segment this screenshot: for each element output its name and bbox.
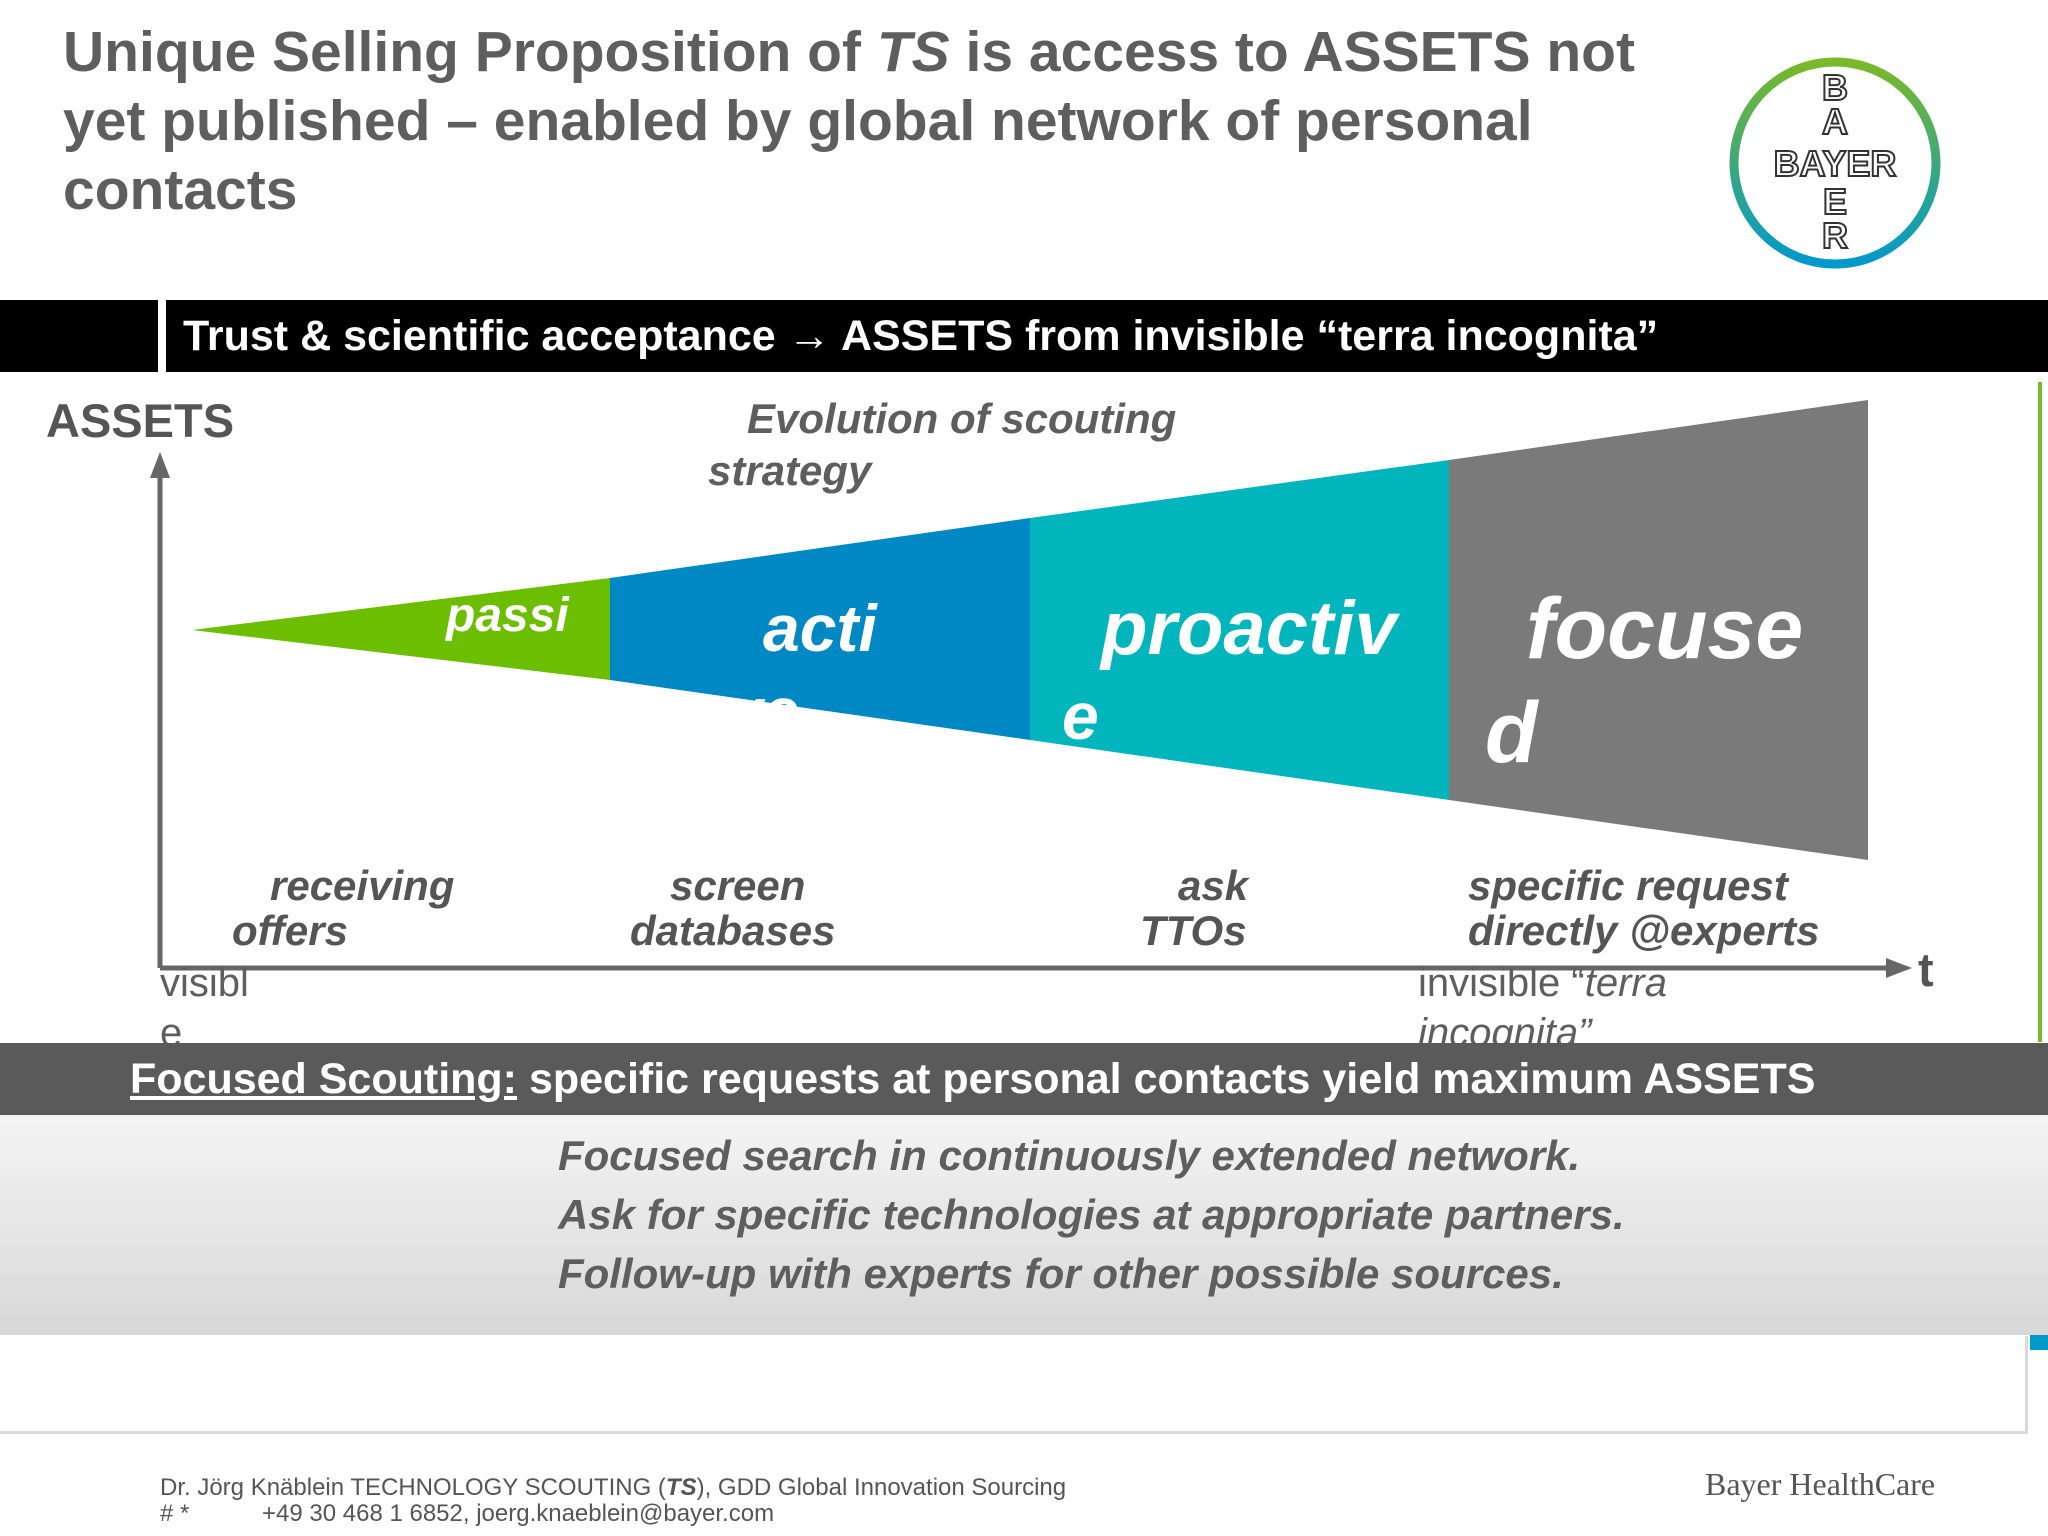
bottom-frame-line	[0, 1431, 2028, 1434]
stage-active-shape	[610, 518, 1030, 740]
stage-focused-label-line-2: d	[1485, 685, 1538, 781]
bullet-3: Follow-up with experts for other possibl…	[558, 1250, 1564, 1297]
activity-proactive-line-2: TTOs	[1140, 907, 1247, 954]
right-edge-blue-mark	[2030, 1334, 2048, 1350]
y-axis-arrowhead	[150, 452, 170, 478]
activity-focused-line-1: specific request	[1468, 862, 1788, 909]
logo-letter-r: R	[1822, 215, 1848, 256]
title-part-1: Unique Selling Proposition of	[63, 20, 877, 84]
header-band-left-block	[0, 300, 158, 372]
footer-line-1-part-b: ), GDD Global Innovation Sourcing	[696, 1474, 1067, 1501]
activity-active-line-1: screen	[670, 862, 806, 909]
right-edge-accent-line	[2038, 382, 2042, 1042]
stage-proactive-label-line-2: e	[1062, 679, 1099, 753]
title-part-2: is access to ASSETS not yet published – …	[63, 20, 1635, 222]
logo-letter-b: B	[1822, 67, 1848, 108]
activity-passive-line-2: offers	[232, 907, 348, 954]
activity-proactive-line-1: ask	[1178, 862, 1249, 909]
logo-letter-a: A	[1822, 101, 1848, 142]
logo-horizontal-word: BAYER	[1774, 143, 1897, 184]
evolution-label-line-2: strategy	[708, 447, 872, 494]
logo-letter-e: E	[1823, 181, 1847, 222]
activity-active-line-2: databases	[630, 907, 836, 954]
axis-end-label-part-b: terra	[1584, 961, 1667, 1005]
y-axis-label: ASSETS	[46, 394, 235, 447]
x-axis-label: t	[1918, 943, 1934, 996]
header-band-text: Trust & scientific acceptance → ASSETS f…	[183, 312, 1659, 360]
axis-end-label-line-1: invisible “terra	[1418, 958, 1667, 1008]
focused-scouting-label: Focused Scouting:	[130, 1055, 517, 1103]
footer-author-line: Dr. Jörg Knäblein TECHNOLOGY SCOUTING (T…	[160, 1474, 1066, 1502]
stage-active-label: acti	[763, 591, 877, 665]
right-frame-line	[2025, 1336, 2028, 1434]
focused-scouting-description: specific requests at personal contacts y…	[517, 1055, 1816, 1103]
stage-proactive-shape	[1030, 460, 1449, 800]
evolution-label-line-1: Evolution of scouting	[747, 395, 1177, 442]
stage-focused-label: focuse	[1526, 581, 1804, 677]
title-ts: TS	[876, 20, 950, 84]
x-axis-arrowhead	[1886, 958, 1912, 978]
footer-line-1-part-a: Dr. Jörg Knäblein TECHNOLOGY SCOUTING (	[160, 1474, 666, 1501]
slide-title: Unique Selling Proposition of TS is acce…	[63, 18, 1713, 225]
stage-active-label-clip: ve	[720, 678, 820, 713]
axis-end-label-part-a: invisible “	[1418, 961, 1585, 1005]
stage-active-label-line-2: ve	[726, 678, 799, 713]
stage-passive-label: passi	[446, 589, 569, 642]
stage-passive-shape	[192, 578, 610, 680]
axis-start-label-line-1: visibl	[160, 961, 249, 1005]
header-band	[166, 300, 2048, 372]
activity-passive-line-1: receiving	[270, 862, 455, 909]
footer-ts: TS	[665, 1474, 697, 1501]
stage-focused-shape	[1449, 400, 1868, 860]
footer-contact: +49 30 468 1 6852, joerg.knaeblein@bayer…	[262, 1500, 775, 1527]
activity-focused-line-2: directly @experts	[1468, 907, 1820, 954]
scouting-evolution-diagram	[150, 400, 1912, 978]
stage-proactive-label: proactiv	[1101, 586, 1397, 671]
footer-contact-line: # * +49 30 468 1 6852, joerg.knaeblein@ba…	[160, 1500, 774, 1528]
footer-slide-number: # *	[160, 1500, 190, 1527]
footer-brand: Bayer HealthCare	[1705, 1466, 1936, 1502]
bullet-2: Ask for specific technologies at appropr…	[558, 1191, 1625, 1238]
focused-scouting-band	[0, 1043, 2048, 1115]
bullet-1: Focused search in continuously extended …	[558, 1132, 1581, 1179]
focused-scouting-text: Focused Scouting: specific requests at p…	[130, 1043, 1815, 1115]
bayer-cross-logo: B A BAYER E R	[1729, 57, 1941, 269]
bullet-box	[0, 1115, 2048, 1335]
